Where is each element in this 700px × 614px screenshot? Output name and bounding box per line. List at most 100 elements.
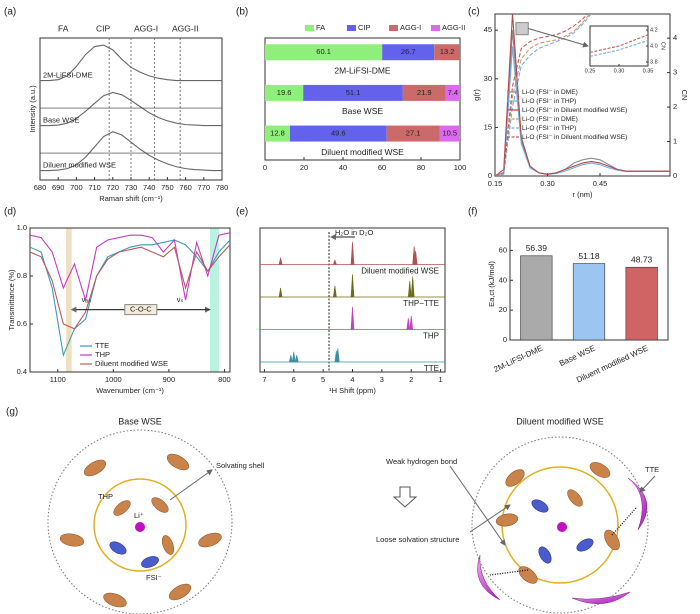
solvation-shell xyxy=(93,478,187,572)
bar-segment xyxy=(445,84,460,101)
x-tick-label: 680 xyxy=(34,183,47,192)
y-axis-label: Transmittance (%) xyxy=(7,269,16,330)
zoom-arrow xyxy=(528,27,589,48)
tte-label: TTE xyxy=(645,465,659,474)
x-tick-label: 1000 xyxy=(105,375,122,384)
left-title: Base WSE xyxy=(118,416,162,426)
y-tick-label: 0.8 xyxy=(17,271,27,280)
annotation: νₐₛ xyxy=(82,295,92,304)
series-label: THP−TTE xyxy=(403,299,439,308)
panel: (b) 0 20 40 60 80 100 FA CIP AGG-I AGG-II 60.1 26.7 1… xyxy=(236,7,466,172)
y-tick-label: 30 xyxy=(484,74,492,83)
y-tick-label: 0.6 xyxy=(17,319,27,328)
peak xyxy=(332,258,337,265)
y2-tick-label: 4 xyxy=(673,33,677,42)
x-tick-label: 760 xyxy=(179,183,192,192)
peak xyxy=(333,285,337,298)
x-axis-label: ¹H Shift (ppm) xyxy=(329,386,376,395)
down-arrow xyxy=(392,486,418,508)
x-tick-label: 690 xyxy=(52,183,65,192)
x-tick-label: 0.15 xyxy=(488,179,503,188)
line-series xyxy=(495,14,592,176)
category-label: Base WSE xyxy=(342,106,383,116)
x-tick-label: 0.25 xyxy=(585,68,596,74)
shell-label: Solvating shell xyxy=(216,461,265,470)
sample-label: Base WSE xyxy=(43,116,79,125)
bar-segment xyxy=(402,84,446,101)
bar-segment xyxy=(265,84,304,101)
peak xyxy=(409,315,414,330)
peak xyxy=(335,348,340,363)
li-label: Li⁺ xyxy=(134,511,144,520)
hydrogen-bonds xyxy=(489,507,637,576)
x-tick-label: 5 xyxy=(321,375,325,384)
bar-segment xyxy=(303,84,403,101)
peak xyxy=(350,306,355,330)
fsi-anions xyxy=(109,541,159,568)
y-tick-label: 0 xyxy=(503,335,507,344)
value-label: 56.39 xyxy=(526,243,548,253)
value-label: 13.2 xyxy=(440,47,455,56)
line-series xyxy=(40,131,222,172)
value-label: 12.8 xyxy=(270,129,285,138)
panel: (a) 680 690 700 710 720 730 740 750 760 770 780 Rama… xyxy=(4,7,228,203)
y-tick-label: 3.8 xyxy=(650,59,658,65)
bar-segment xyxy=(289,125,387,142)
legend-label: FA xyxy=(316,23,325,32)
x-tick-label: 0.30 xyxy=(540,179,555,188)
outer-circle xyxy=(471,436,649,614)
y-tick-label: 1.0 xyxy=(17,223,27,232)
y-tick-label: 0 xyxy=(488,171,492,180)
y2-tick-label: 3 xyxy=(673,68,677,77)
x-tick-label: 0 xyxy=(263,163,267,172)
sample-label: Diluent modified WSE xyxy=(43,161,116,170)
x-tick-label: 100 xyxy=(454,163,467,172)
value-label: 10.5 xyxy=(442,129,457,138)
value-label: 21.9 xyxy=(417,88,432,97)
legend-label: Li-O (FSI⁻ in DME) xyxy=(522,116,578,123)
peak xyxy=(350,241,355,265)
x-tick-label: 4 xyxy=(350,375,354,384)
y-axis-label: Intensity (a.u.) xyxy=(28,85,37,133)
legend-label: AGG-II xyxy=(172,23,198,33)
y-tick-label: 20 xyxy=(499,305,507,314)
value-label: 19.6 xyxy=(277,88,292,97)
bar-segment xyxy=(386,125,440,142)
x-tick-label: 7 xyxy=(262,375,266,384)
peak xyxy=(406,318,411,330)
legend-label: Li-O (FSI⁻ in DME) xyxy=(522,89,578,96)
legend-label: CIP xyxy=(358,23,371,32)
series-label: THP xyxy=(423,332,439,341)
category-label: Diluent modified WSE xyxy=(321,147,404,157)
legend-label: Li-O (FSI⁻ in THP) xyxy=(522,98,576,105)
x-tick-label: 40 xyxy=(339,163,347,172)
annotation-box xyxy=(124,304,158,316)
x-tick-label: 730 xyxy=(125,183,138,192)
highlight-band xyxy=(210,228,219,372)
x-tick-label: 740 xyxy=(143,183,156,192)
legend-swatch xyxy=(305,25,314,31)
panel-label: (e) xyxy=(236,207,248,218)
legend-swatch xyxy=(431,25,440,31)
x-tick-label: 1100 xyxy=(50,375,66,384)
value-label: 48.73 xyxy=(631,254,653,264)
peak xyxy=(410,276,415,298)
legend-label: Diluent modified WSE xyxy=(95,359,168,368)
peak xyxy=(291,351,296,363)
series-group xyxy=(495,14,670,176)
line-series xyxy=(495,14,591,176)
bar xyxy=(572,263,606,341)
series-label: Diluent modified WSE xyxy=(361,267,439,276)
schematic: (g) Base WSE THP Li⁺ FSI⁻ Solvating shel… xyxy=(6,407,659,614)
y2-tick-label: 2 xyxy=(673,102,677,111)
legend-label: AGG-I xyxy=(134,23,158,33)
inset-line xyxy=(589,39,649,57)
outer-circle xyxy=(47,429,233,614)
x-tick-label: 780 xyxy=(216,183,229,192)
arrow xyxy=(639,475,656,493)
y-tick-label: 4.0 xyxy=(650,43,658,49)
x-tick-label: 20 xyxy=(300,163,308,172)
annotation: C-O-C xyxy=(130,305,152,314)
